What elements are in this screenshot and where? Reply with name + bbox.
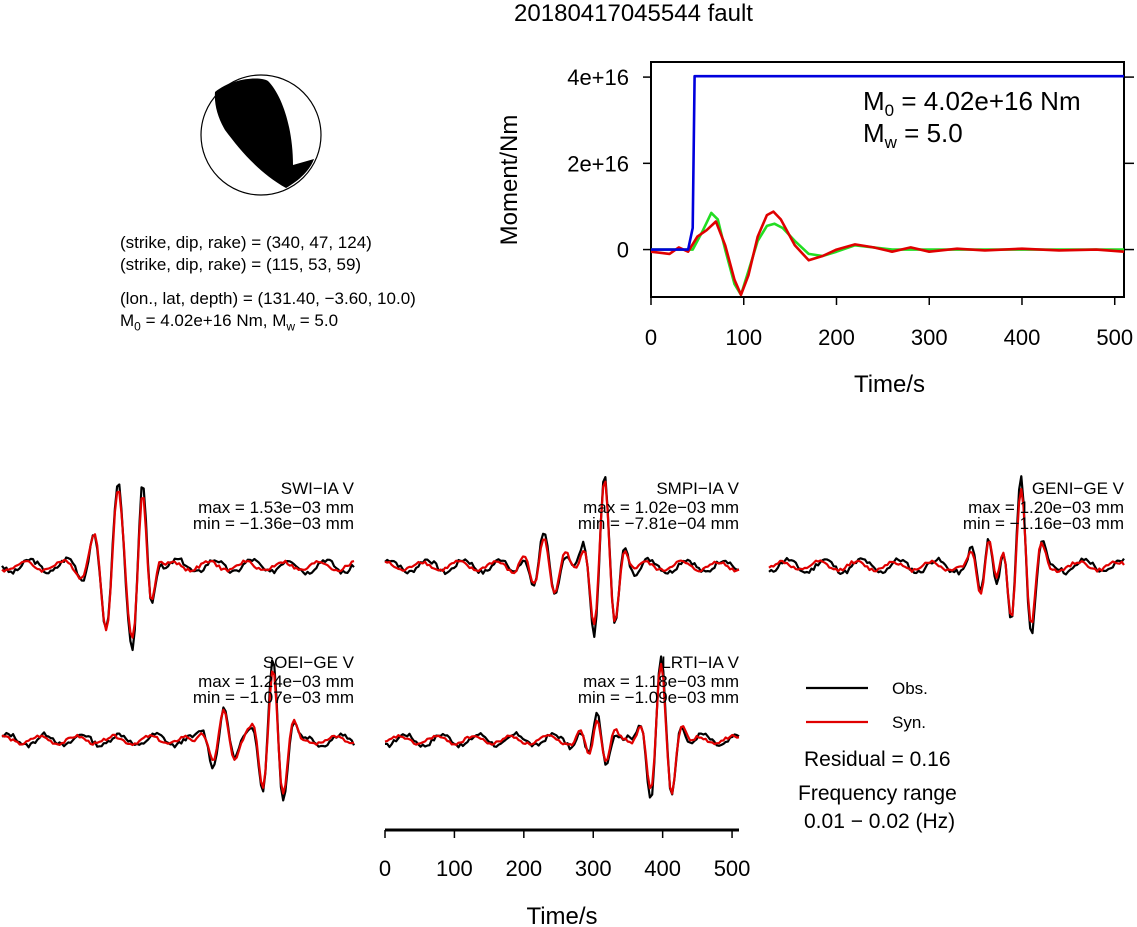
station-name: LRTI−IA V — [661, 653, 739, 672]
waveform-xtick-label: 400 — [644, 856, 681, 881]
moment-mw-label: Mw = 5.0 — [863, 118, 963, 153]
station-name: SMPI−IA V — [656, 479, 739, 498]
waveform-xtick-label: 200 — [505, 856, 542, 881]
station-min: min = −1.36e−03 mm — [193, 514, 354, 533]
moment-series-blue — [651, 74, 1124, 251]
moment-xtick-label: 300 — [911, 325, 948, 350]
station-name: GENI−GE V — [1032, 479, 1125, 498]
residual-text: Residual = 0.16 — [804, 748, 951, 771]
moment-xtick-label: 100 — [725, 325, 762, 350]
waveform-syn-trace — [1, 490, 355, 639]
waveform-obs-trace — [1, 483, 355, 652]
waveform-xtick-label: 100 — [436, 856, 473, 881]
moment-ytick-label: 0 — [617, 238, 629, 263]
waveform-obs-trace — [768, 475, 1125, 635]
mechanism-moment: M0 = 4.02e+16 Nm, Mw = 5.0 — [120, 311, 339, 334]
waveform-xtick-label: 300 — [575, 856, 612, 881]
moment-ytick-label: 4e+16 — [567, 65, 629, 90]
station-max: max = 1.02e−03 mm — [583, 498, 739, 517]
waveform-xlabel: Time/s — [526, 903, 597, 927]
station-max: max = 1.24e−03 mm — [198, 672, 354, 691]
station-name: SWI−IA V — [281, 479, 355, 498]
moment-ytick-label: 2e+16 — [567, 151, 629, 176]
station-name: SOEI−GE V — [263, 653, 355, 672]
mechanism-plane2: (strike, dip, rake) = (115, 53, 59) — [120, 255, 362, 274]
legend-syn-label: Syn. — [892, 713, 927, 732]
waveform-syn-trace — [384, 662, 740, 795]
waveform-xtick-label: 0 — [379, 856, 391, 881]
station-min: min = −1.07e−03 mm — [193, 688, 354, 707]
station-min: min = −7.81e−04 mm — [578, 514, 739, 533]
moment-plot-frame — [650, 61, 1125, 298]
moment-series-green — [651, 211, 1124, 297]
moment-xtick-label: 0 — [645, 325, 657, 350]
waveform-xtick-label: 500 — [714, 856, 751, 881]
waveform-syn-trace — [1, 670, 355, 795]
moment-series-red — [650, 210, 1125, 297]
waveform-syn-trace — [768, 488, 1125, 624]
frequency-label: Frequency range — [798, 782, 957, 805]
station-max: max = 1.18e−03 mm — [583, 672, 739, 691]
mechanism-location: (lon., lat, depth) = (131.40, −3.60, 10.… — [120, 289, 416, 308]
waveform-syn-trace — [384, 480, 740, 626]
moment-xtick-label: 200 — [818, 325, 855, 350]
frequency-value: 0.01 − 0.02 (Hz) — [804, 810, 956, 833]
station-max: max = 1.53e−03 mm — [198, 498, 354, 517]
legend-obs-label: Obs. — [892, 679, 928, 698]
station-min: min = −1.09e−03 mm — [578, 688, 739, 707]
moment-xtick-label: 400 — [1004, 325, 1041, 350]
moment-ylabel: Moment/Nm — [496, 115, 523, 246]
mechanism-plane1: (strike, dip, rake) = (340, 47, 124) — [120, 233, 372, 252]
moment-xtick-label: 500 — [1096, 325, 1133, 350]
moment-xlabel: Time/s — [854, 371, 925, 398]
station-min: min = −1.16e−03 mm — [963, 514, 1124, 533]
moment-m0-label: M0 = 4.02e+16 Nm — [863, 86, 1081, 121]
page-title: 20180417045544 fault — [514, 0, 753, 27]
station-max: max = 1.20e−03 mm — [968, 498, 1124, 517]
